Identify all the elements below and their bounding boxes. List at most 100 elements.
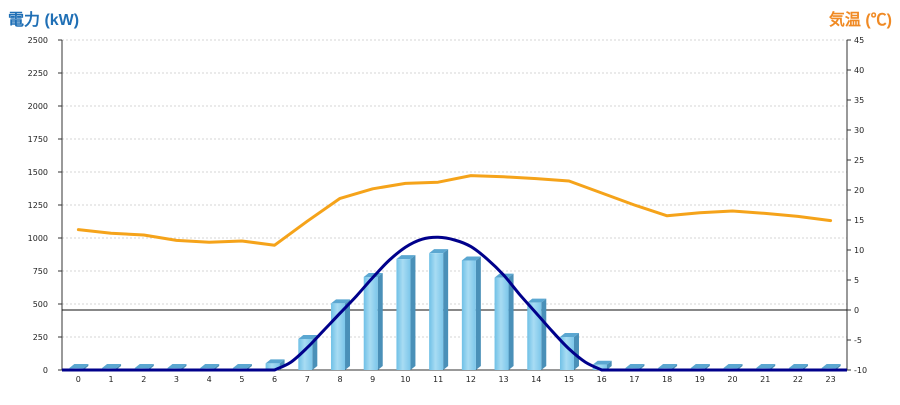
bar-side [312,334,318,370]
bar-top [756,364,776,369]
power-bar [461,256,481,370]
left-tick-label: 2500 [28,36,48,45]
right-tick-label: 25 [854,156,864,165]
x-tick-label: 18 [662,375,672,384]
right-tick-label: -10 [854,366,867,375]
power-bar [559,333,579,370]
power-bar [396,255,416,370]
bar-top [723,364,743,369]
line-layer [62,174,847,372]
grid-layer [62,39,847,338]
left-tick-label: 750 [33,267,48,276]
right-tick-label: 20 [854,186,864,195]
bar-top [690,364,710,369]
x-tick-label: 2 [141,375,146,384]
x-tick-label: 16 [597,375,607,384]
power-bar [363,272,383,370]
bar-front [592,364,607,370]
x-tick-label: 7 [305,375,310,384]
bar-front [494,277,509,370]
bar-top [625,364,645,369]
bar-front [396,259,411,370]
bar-side [443,249,449,370]
left-tick-label: 250 [33,333,48,342]
x-tick-label: 6 [272,375,277,384]
x-tick-label: 22 [793,375,803,384]
left-tick-label: 0 [43,366,48,375]
right-axis-title: 気温 (℃) [828,12,892,29]
x-tick-label: 11 [433,375,443,384]
left-tick-label: 1250 [28,201,48,210]
x-tick-label: 8 [337,375,342,384]
power-bar [494,273,514,370]
left-tick-label: 2250 [28,69,48,78]
power-bar [331,299,351,370]
bar-top [658,364,678,369]
bar-top [298,334,318,339]
bar-top [527,298,547,303]
right-tick-label: 40 [854,66,864,75]
bar-front [429,253,444,370]
left-tick-label: 1000 [28,234,48,243]
x-tick-label: 19 [695,375,705,384]
x-tick-label: 0 [76,375,81,384]
x-tick-label: 10 [400,375,410,384]
bar-top [102,364,122,369]
bar-side [541,298,547,370]
x-tick-label: 4 [207,375,212,384]
x-tick-label: 13 [498,375,508,384]
x-tick-label: 5 [239,375,244,384]
bar-side [377,272,383,370]
right-tick-label: 0 [854,306,859,315]
bar-top [265,359,285,364]
bar-top [167,364,187,369]
bar-top [429,249,449,254]
x-tick-label: 23 [826,375,836,384]
x-tick-label: 12 [466,375,476,384]
x-tick-label: 15 [564,375,574,384]
bar-top [134,364,154,369]
right-tick-label: 45 [854,36,864,45]
x-tick-label: 17 [629,375,639,384]
right-tick-label: 10 [854,246,864,255]
bar-side [606,360,612,370]
bar-top [200,364,220,369]
power-bar [429,249,449,370]
bar-side [475,256,481,370]
bar-front [265,363,280,370]
x-tick-label: 21 [760,375,770,384]
left-tick-label: 500 [33,300,48,309]
bar-side [410,255,416,370]
left-tick-label: 1500 [28,168,48,177]
right-tick-label: 5 [854,276,859,285]
x-tick-label: 20 [727,375,737,384]
power-curve [62,235,847,372]
bar-top [821,364,841,369]
bar-top [232,364,252,369]
bar-top [788,364,808,369]
bar-front [527,302,542,370]
bar-top [396,255,416,260]
right-tick-label: 30 [854,126,864,135]
left-tick-label: 2000 [28,102,48,111]
bar-side [345,299,351,370]
x-tick-label: 14 [531,375,541,384]
bar-side [508,273,514,370]
bar-top [461,256,481,261]
x-tick-label: 3 [174,375,179,384]
bar-top [592,360,612,365]
power-bar [592,360,612,370]
bar-front [363,276,378,370]
right-tick-label: 35 [854,96,864,105]
bar-side [573,333,579,370]
bar-front [461,260,476,370]
bar-top [331,299,351,304]
temperature-line [76,174,833,247]
power-bar [527,298,547,370]
x-tick-label: 1 [109,375,114,384]
left-tick-label: 1750 [28,135,48,144]
bar-top [69,364,89,369]
bar-layer [69,249,841,370]
